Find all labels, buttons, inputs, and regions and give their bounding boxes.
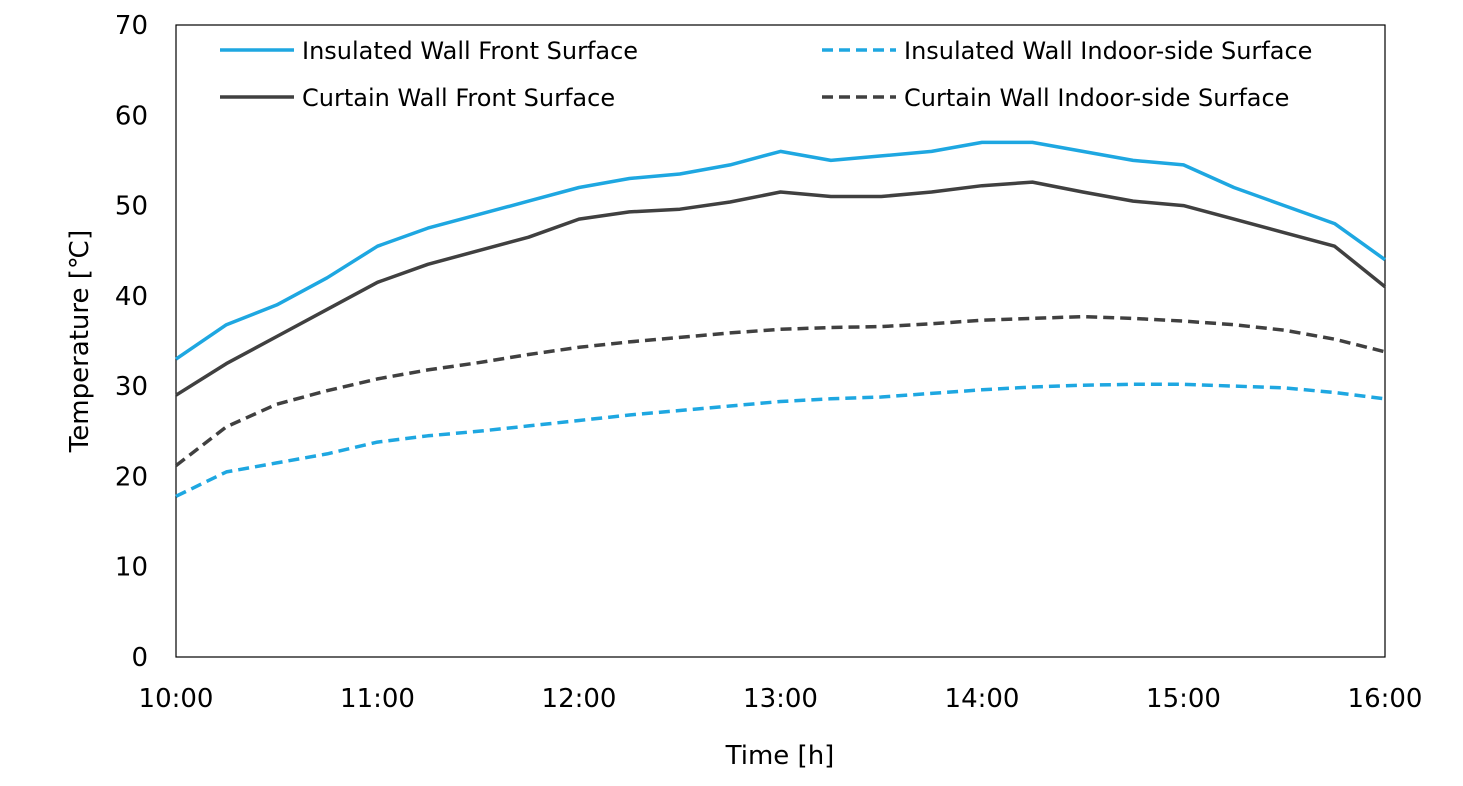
y-tick-label: 40	[115, 282, 148, 312]
x-tick-label: 11:00	[340, 684, 415, 714]
series-line-insulated-wall-indoor-side-surface	[175, 382, 1386, 498]
legend-label: Insulated Wall Indoor-side Surface	[904, 37, 1312, 65]
y-axis-title: Temperature [℃]	[65, 230, 95, 453]
y-tick-label: 0	[131, 643, 148, 673]
series-layer	[174, 140, 1387, 498]
series-line-insulated-wall-front-surface	[175, 140, 1387, 361]
y-tick-label: 70	[115, 11, 148, 41]
x-tick-label: 16:00	[1348, 684, 1423, 714]
legend-label: Curtain Wall Indoor-side Surface	[904, 84, 1289, 112]
y-tick-label: 20	[115, 462, 148, 492]
x-axis-ticks: 10:00 11:00 12:00 13:00 14:00 15:00 16:00	[139, 684, 1423, 714]
plot-area-frame	[175, 24, 1386, 658]
legend-label: Insulated Wall Front Surface	[302, 37, 638, 65]
x-tick-label: 10:00	[139, 684, 214, 714]
y-tick-label: 60	[115, 101, 148, 131]
series-line-curtain-wall-indoor-side-surface	[174, 314, 1386, 467]
y-tick-label: 30	[115, 372, 148, 402]
y-axis-ticks: 0 10 20 30 40 50 60 70	[115, 11, 148, 673]
x-tick-label: 15:00	[1146, 684, 1221, 714]
x-axis-title: Time [h]	[725, 741, 835, 771]
series-line-curtain-wall-front-surface	[175, 180, 1387, 397]
x-tick-label: 14:00	[945, 684, 1020, 714]
x-tick-label: 13:00	[743, 684, 818, 714]
legend-label: Curtain Wall Front Surface	[302, 84, 615, 112]
legend: Insulated Wall Front Surface Insulated Wa…	[220, 37, 1312, 112]
y-tick-label: 10	[115, 553, 148, 583]
x-tick-label: 12:00	[542, 684, 617, 714]
y-tick-label: 50	[115, 192, 148, 222]
